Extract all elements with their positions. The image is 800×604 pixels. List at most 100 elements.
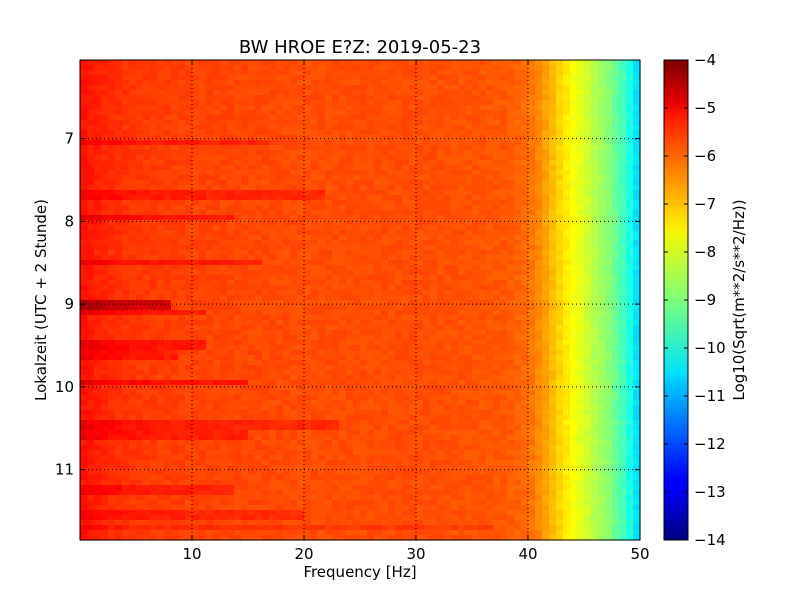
heatmap-cell bbox=[486, 190, 494, 196]
heatmap-cell bbox=[199, 320, 207, 326]
heatmap-cell bbox=[556, 105, 564, 111]
heatmap-cell bbox=[122, 220, 130, 226]
heatmap-cell bbox=[325, 130, 333, 136]
heatmap-cell bbox=[213, 295, 221, 301]
heatmap-cell bbox=[276, 255, 284, 261]
heatmap-cell bbox=[633, 60, 641, 66]
heatmap-cell bbox=[486, 70, 494, 76]
heatmap-cell bbox=[472, 320, 480, 326]
heatmap-cell bbox=[129, 265, 137, 271]
heatmap-cell bbox=[514, 225, 522, 231]
heatmap-cell bbox=[290, 125, 298, 131]
heatmap-cell bbox=[150, 155, 158, 161]
heatmap-cell bbox=[556, 340, 564, 346]
heatmap-cell bbox=[234, 370, 242, 376]
heatmap-cell bbox=[542, 200, 550, 206]
heatmap-cell bbox=[339, 265, 347, 271]
heatmap-cell bbox=[500, 225, 508, 231]
heatmap-cell bbox=[318, 350, 326, 356]
heatmap-cell bbox=[381, 300, 389, 306]
heatmap-cell bbox=[262, 265, 270, 271]
heatmap-cell bbox=[318, 120, 326, 126]
heatmap-cell bbox=[129, 260, 137, 266]
heatmap-cell bbox=[241, 225, 249, 231]
heatmap-cell bbox=[493, 340, 501, 346]
heatmap-cell bbox=[500, 365, 508, 371]
heatmap-cell bbox=[150, 170, 158, 176]
heatmap-cell bbox=[542, 250, 550, 256]
heatmap-cell bbox=[241, 195, 249, 201]
heatmap-cell bbox=[591, 275, 599, 281]
heatmap-cell bbox=[94, 295, 102, 301]
heatmap-cell bbox=[549, 345, 557, 351]
heatmap-cell bbox=[444, 65, 452, 71]
heatmap-cell bbox=[213, 335, 221, 341]
heatmap-cell bbox=[374, 250, 382, 256]
heatmap-cell bbox=[577, 240, 585, 246]
heatmap-cell bbox=[598, 275, 606, 281]
heatmap-cell bbox=[136, 325, 144, 331]
heatmap-cell bbox=[199, 315, 207, 321]
heatmap-cell bbox=[521, 350, 529, 356]
heatmap-cell bbox=[136, 165, 144, 171]
heatmap-cell bbox=[563, 140, 571, 146]
heatmap-cell bbox=[87, 100, 95, 106]
heatmap-cell bbox=[255, 70, 263, 76]
heatmap-cell bbox=[423, 215, 431, 221]
heatmap-cell bbox=[514, 60, 522, 66]
heatmap-cell bbox=[346, 280, 354, 286]
heatmap-cell bbox=[290, 310, 298, 316]
heatmap-cell bbox=[143, 220, 151, 226]
heatmap-cell bbox=[528, 130, 536, 136]
heatmap-cell bbox=[528, 340, 536, 346]
heatmap-cell bbox=[570, 200, 578, 206]
heatmap-cell bbox=[136, 250, 144, 256]
heatmap-cell bbox=[535, 175, 543, 181]
heatmap-cell bbox=[143, 200, 151, 206]
heatmap-cell bbox=[164, 205, 172, 211]
heatmap-cell bbox=[108, 145, 116, 151]
heatmap-cell bbox=[143, 70, 151, 76]
heatmap-cell bbox=[542, 315, 550, 321]
heatmap-cell bbox=[500, 115, 508, 121]
heatmap-cell bbox=[87, 315, 95, 321]
heatmap-cell bbox=[115, 215, 123, 221]
heatmap-cell bbox=[192, 275, 200, 281]
heatmap-cell bbox=[290, 200, 298, 206]
heatmap-cell bbox=[94, 80, 102, 86]
heatmap-cell bbox=[332, 270, 340, 276]
heatmap-cell bbox=[444, 340, 452, 346]
heatmap-cell bbox=[199, 80, 207, 86]
heatmap-cell bbox=[584, 220, 592, 226]
heatmap-cell bbox=[549, 360, 557, 366]
heatmap-cell bbox=[325, 290, 333, 296]
heatmap-cell bbox=[157, 360, 165, 366]
heatmap-cell bbox=[584, 185, 592, 191]
heatmap-cell bbox=[430, 105, 438, 111]
heatmap-cell bbox=[290, 165, 298, 171]
heatmap-cell bbox=[164, 355, 172, 361]
heatmap-cell bbox=[108, 125, 116, 131]
heatmap-cell bbox=[472, 105, 480, 111]
heatmap-cell bbox=[451, 95, 459, 101]
heatmap-cell bbox=[626, 105, 634, 111]
heatmap-cell bbox=[619, 355, 627, 361]
heatmap-cell bbox=[465, 225, 473, 231]
heatmap-cell bbox=[192, 285, 200, 291]
heatmap-cell bbox=[374, 240, 382, 246]
heatmap-cell bbox=[549, 255, 557, 261]
heatmap-cell bbox=[171, 135, 179, 141]
heatmap-cell bbox=[94, 135, 102, 141]
heatmap-cell bbox=[584, 245, 592, 251]
heatmap-cell bbox=[80, 345, 88, 351]
heatmap-cell bbox=[360, 135, 368, 141]
heatmap-cell bbox=[472, 250, 480, 256]
heatmap-cell bbox=[423, 345, 431, 351]
heatmap-cell bbox=[444, 135, 452, 141]
heatmap-cell bbox=[626, 360, 634, 366]
heatmap-cell bbox=[297, 95, 305, 101]
heatmap-cell bbox=[598, 80, 606, 86]
heatmap-cell bbox=[458, 335, 466, 341]
heatmap-cell bbox=[171, 195, 179, 201]
heatmap-cell bbox=[339, 165, 347, 171]
